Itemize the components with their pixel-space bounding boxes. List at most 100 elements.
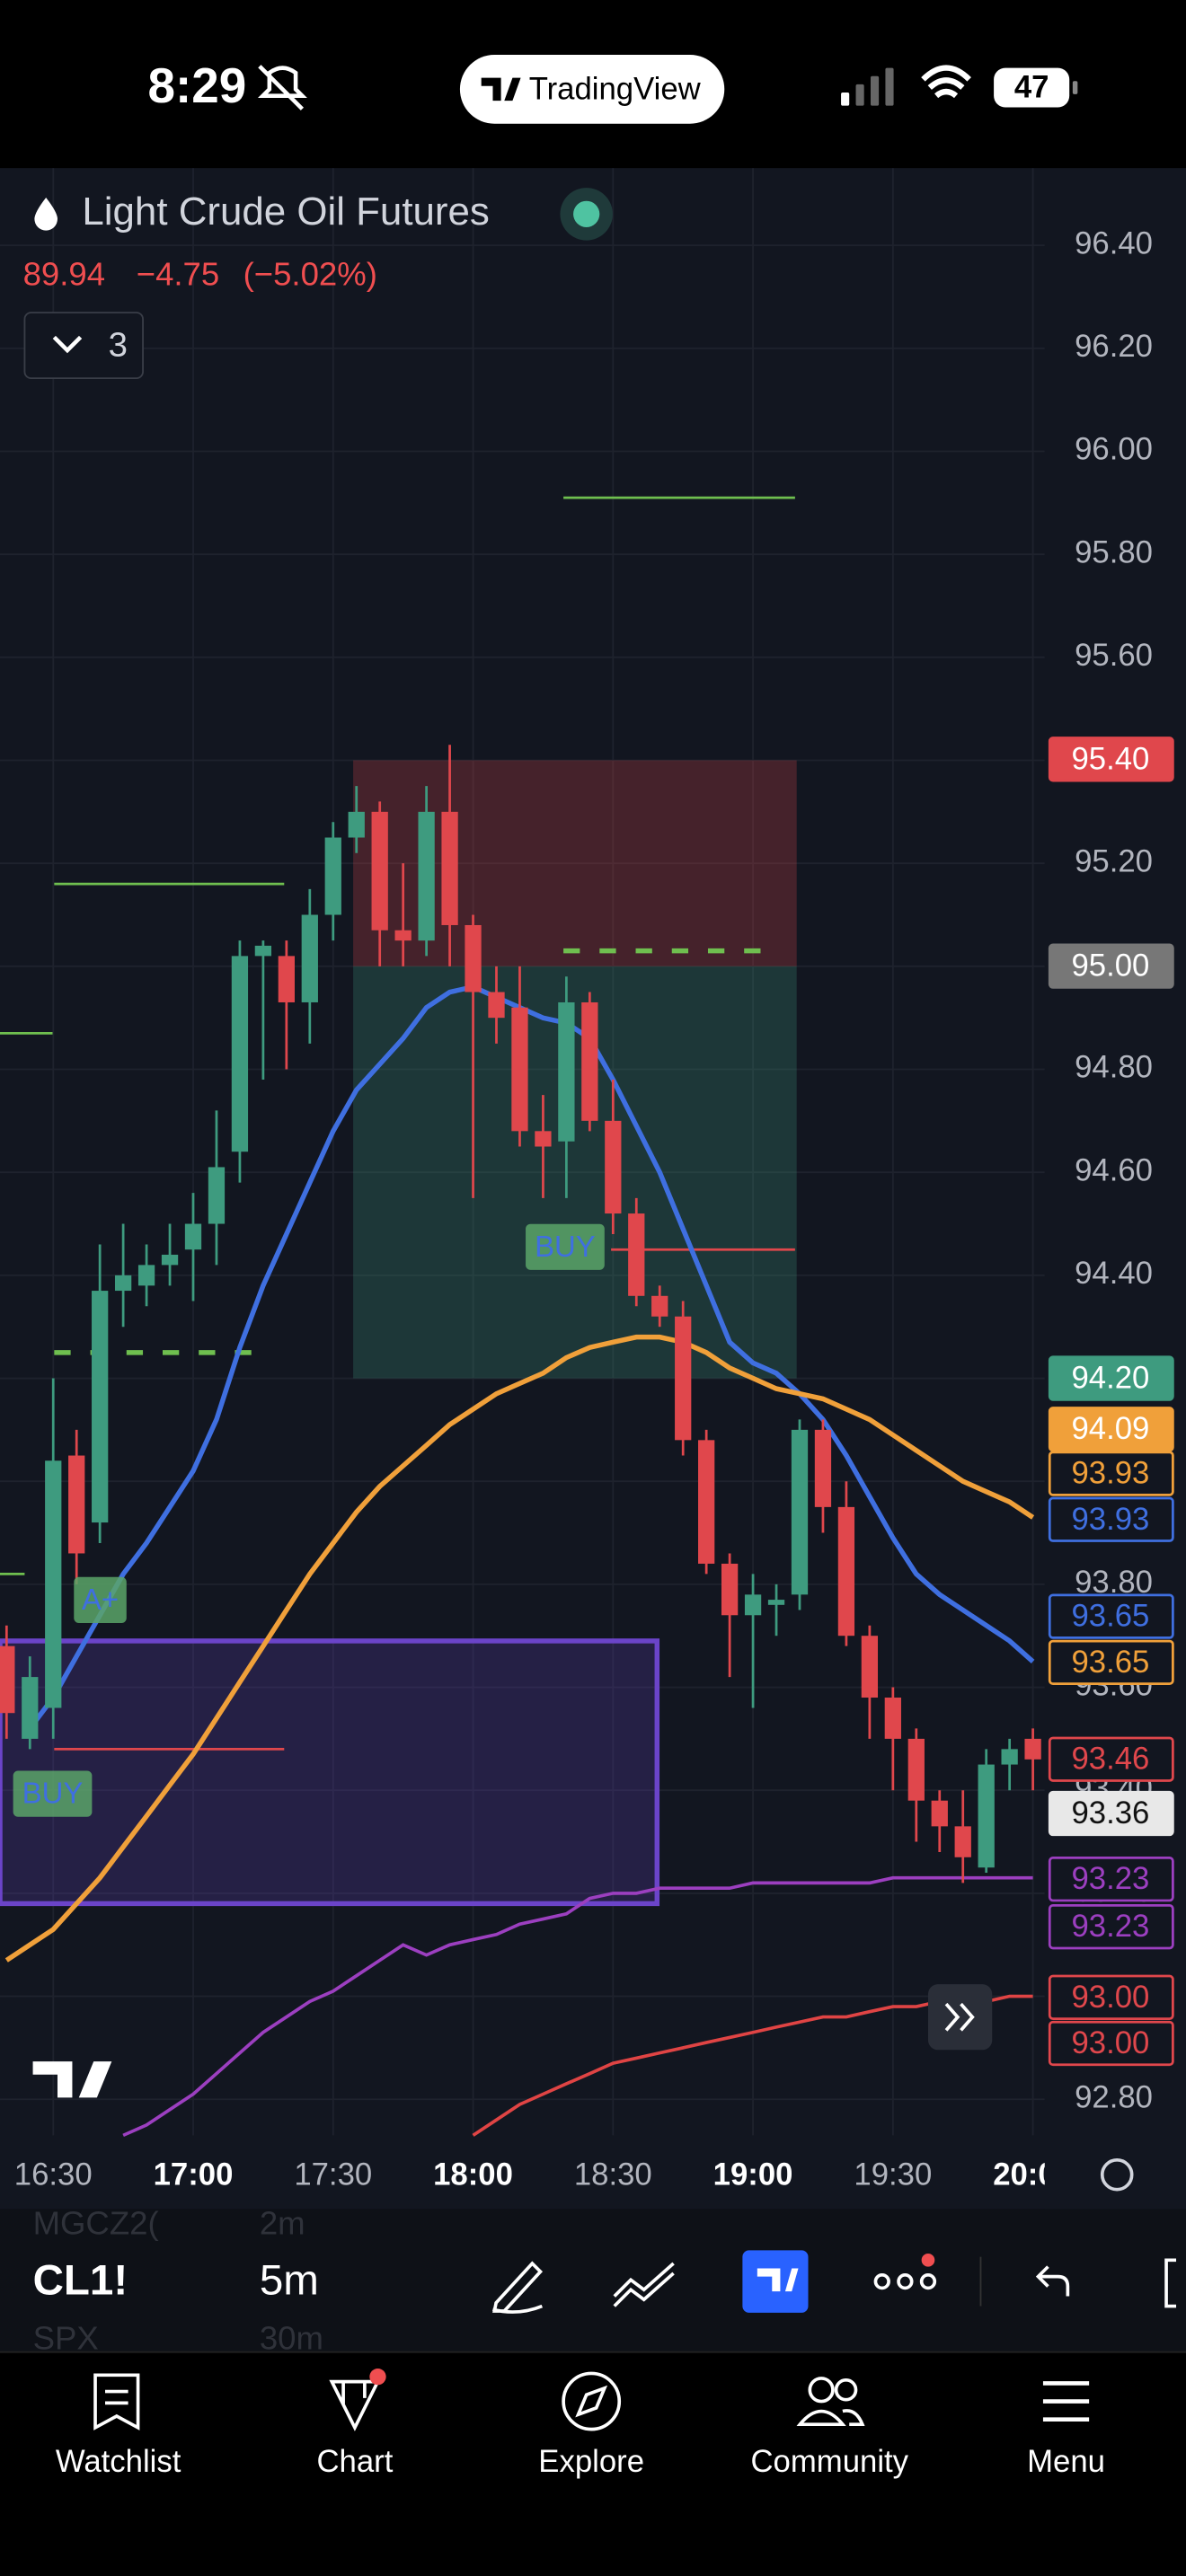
drop-icon: [34, 198, 58, 231]
candle-body: [954, 1826, 971, 1857]
price-badge: [1048, 737, 1174, 782]
next-interval: 30m: [260, 2320, 323, 2357]
candle-body: [114, 1275, 132, 1292]
candle-body: [184, 1223, 202, 1250]
candle-body: [721, 1563, 739, 1616]
price-badge: [1048, 1904, 1174, 1950]
price-badge: [1048, 1736, 1174, 1782]
price-badge: [1048, 1790, 1174, 1837]
candle-body: [324, 837, 341, 915]
settings-icon[interactable]: [1100, 2157, 1134, 2192]
candle-body: [465, 924, 482, 992]
price-badge: [1048, 1593, 1174, 1639]
candle-body: [605, 1120, 622, 1214]
price-badge-label: 94.20: [1071, 1362, 1149, 1396]
candle-body: [791, 1429, 809, 1595]
candle-body: [651, 1295, 668, 1317]
indicator-toggle[interactable]: [23, 312, 144, 380]
price-badge-label: 93.65: [1071, 1600, 1149, 1634]
candle-body: [535, 1131, 552, 1147]
draw-tool[interactable]: [492, 2261, 544, 2314]
nav-label[interactable]: Watchlist: [56, 2445, 181, 2479]
candle-body: [744, 1594, 762, 1616]
axis-mask: [1044, 2143, 1186, 2210]
nav-label[interactable]: Menu: [1027, 2445, 1105, 2479]
price-badge-label: 93.23: [1071, 1862, 1149, 1896]
candle-body: [907, 1738, 925, 1801]
y-tick-label: 94.40: [1075, 1257, 1153, 1291]
price-badge-label: 93.00: [1071, 1981, 1149, 2015]
chart-area: [0, 168, 1186, 2210]
battery-level: 47: [1014, 71, 1049, 105]
x-tick-label: 17:00: [154, 2157, 234, 2192]
price-badge: [1048, 1451, 1174, 1496]
price-badge: [1048, 1974, 1174, 2020]
next-symbol: SPX: [33, 2320, 99, 2357]
y-tick-label: 94.60: [1075, 1153, 1153, 1187]
ma-line: [4, 1334, 1035, 1963]
mute-icon: [258, 65, 307, 110]
price-badge: [1048, 1496, 1174, 1542]
trend-tool[interactable]: [613, 2262, 675, 2307]
candle-body: [231, 956, 249, 1152]
price-badge-label: 93.46: [1071, 1742, 1149, 1777]
battery-tip: [1072, 81, 1078, 94]
candle-body: [884, 1698, 901, 1739]
candle-body: [301, 914, 318, 1002]
status-dot: [573, 200, 600, 227]
nav-label[interactable]: Explore: [538, 2445, 644, 2479]
y-tick-label: 96.40: [1075, 226, 1153, 260]
y-tick-label: 95.60: [1075, 639, 1153, 673]
annotation: BUY: [535, 1230, 596, 1263]
price-axis: 96.40 96.20 96.00 95.80 95.60 95.40 95.20 95.00…: [1048, 226, 1174, 2114]
candle-body: [208, 1167, 226, 1224]
scroll-button[interactable]: [927, 1984, 993, 2051]
price-badge-label: 93.00: [1071, 2026, 1149, 2060]
community-icon: [796, 2377, 865, 2426]
undo-icon[interactable]: [1035, 2265, 1070, 2297]
candle-body: [1001, 1749, 1018, 1765]
candle-body: [418, 811, 435, 941]
more-icon[interactable]: [873, 2272, 937, 2290]
y-tick-label: 95.80: [1075, 535, 1153, 569]
candle-body: [348, 811, 365, 838]
clock: 8:29: [148, 57, 247, 113]
annotation-box: [13, 1770, 93, 1817]
prev-interval: 2m: [260, 2205, 305, 2242]
price-badge: [1048, 1407, 1174, 1452]
price-badge-label: 93.36: [1071, 1796, 1149, 1831]
more-badge: [921, 2254, 935, 2267]
nav-label[interactable]: Chart: [316, 2445, 393, 2479]
interval[interactable]: 5m: [260, 2256, 319, 2304]
candle-body: [45, 1460, 62, 1708]
x-tick-label: 18:30: [574, 2157, 652, 2192]
toolbar: [0, 2209, 1186, 2354]
prev-symbol: MGCZ2(: [33, 2205, 159, 2242]
candle-body: [371, 811, 388, 931]
app-logo: [481, 77, 521, 101]
candle-body: [628, 1213, 645, 1296]
app-pill[interactable]: [459, 54, 725, 124]
candle-body: [68, 1455, 85, 1554]
price-badge-label: 93.93: [1071, 1457, 1149, 1491]
price-badge-label: 93.23: [1071, 1910, 1149, 1944]
app-name: TradingView: [529, 72, 702, 106]
fullscreen-icon[interactable]: [1164, 2258, 1177, 2308]
last-price: 89.94: [23, 255, 105, 292]
y-tick-label: 92.80: [1075, 2080, 1153, 2114]
explore-icon: [562, 2371, 622, 2431]
candle-body: [22, 1677, 39, 1739]
nav-label[interactable]: Community: [750, 2445, 908, 2479]
symbol[interactable]: CL1!: [33, 2256, 128, 2304]
candle-body: [698, 1440, 715, 1564]
battery: [994, 67, 1070, 108]
candle-body: [441, 811, 458, 925]
x-tick-label: 17:30: [294, 2157, 372, 2192]
y-tick-label: 96.00: [1075, 433, 1153, 467]
candle-body: [0, 1645, 15, 1714]
candle-body: [978, 1764, 995, 1868]
candle-body: [861, 1636, 879, 1698]
y-tick-label: 96.20: [1075, 330, 1153, 364]
